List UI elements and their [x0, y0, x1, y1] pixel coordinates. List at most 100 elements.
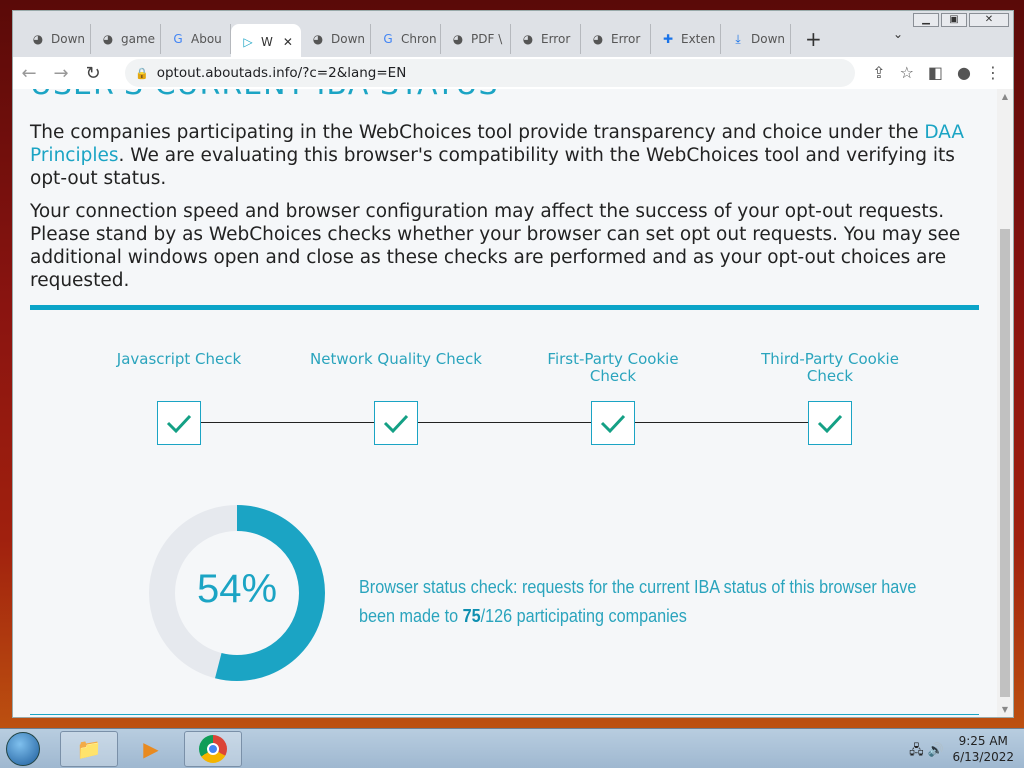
reload-button[interactable]: ↻ — [85, 62, 101, 84]
step-connector — [418, 422, 591, 423]
connection-paragraph: Your connection speed and browser config… — [30, 201, 961, 291]
status-message: Browser status check: requests for the c… — [359, 577, 917, 626]
google-icon: G — [383, 32, 393, 46]
progress-ring — [149, 505, 325, 681]
tab-9[interactable]: ✚ Exten — [651, 24, 721, 54]
globe-icon: ◕ — [522, 32, 534, 46]
scrollbar-thumb[interactable] — [1000, 229, 1010, 697]
clock-time: 9:25 AM — [958, 734, 1008, 748]
clock-date: 6/13/2022 — [952, 750, 1014, 764]
vertical-scrollbar[interactable]: ▲ ▼ — [997, 89, 1013, 717]
play-icon: ▷ — [243, 35, 253, 49]
back-button[interactable]: ← — [21, 62, 37, 84]
close-tab-icon[interactable]: ✕ — [282, 35, 293, 49]
intro-text: The companies participating in the WebCh… — [30, 122, 925, 143]
check-label: Third-Party Cookie Check — [761, 350, 899, 385]
side-panel-icon[interactable]: ◧ — [927, 63, 944, 82]
check-label: Network Quality Check — [310, 350, 482, 368]
new-tab-button[interactable]: + — [805, 27, 822, 51]
checkmark-icon — [817, 414, 843, 434]
bookmark-star-icon[interactable]: ☆ — [899, 63, 914, 82]
step-connector — [635, 422, 808, 423]
tab-3[interactable]: ▷ W ✕ — [231, 24, 301, 60]
tab-7[interactable]: ◕ Error — [511, 24, 581, 54]
address-bar[interactable]: 🔒 optout.aboutads.info/?c=2&lang=EN — [125, 59, 855, 87]
menu-kebab-icon[interactable]: ⋮ — [985, 63, 1001, 82]
scroll-down-arrow-icon[interactable]: ▼ — [1001, 705, 1009, 714]
download-icon: ⤓ — [735, 32, 741, 46]
tab-5[interactable]: G Chron — [371, 24, 441, 54]
chrome-taskbar-button[interactable] — [184, 731, 242, 767]
tab-8[interactable]: ◕ Error — [581, 24, 651, 54]
start-button[interactable] — [6, 732, 40, 766]
check-label: First-Party Cookie Check — [547, 350, 679, 385]
check-status-box — [374, 401, 418, 445]
window-controls: ▁ ▣ ✕ — [913, 13, 1009, 27]
tab-1[interactable]: ◕ game — [91, 24, 161, 54]
system-tray: 🖧 🔊 — [909, 741, 944, 763]
tab-title: PDF \ — [471, 32, 503, 46]
progress-percent: 54% — [196, 567, 278, 611]
tab-title: Down — [331, 32, 366, 46]
toolbar: ← → ↻ 🔒 optout.aboutads.info/?c=2&lang=E… — [13, 57, 1013, 89]
daa-principles-link[interactable]: DAA Principles — [30, 122, 965, 166]
tab-title: Down — [51, 32, 86, 46]
tab-2[interactable]: G Abou — [161, 24, 231, 54]
tab-title: Error — [611, 32, 641, 46]
globe-icon: ◕ — [102, 32, 114, 46]
scroll-up-arrow-icon[interactable]: ▲ — [1001, 92, 1009, 101]
media-player-taskbar-button[interactable]: ▶ — [122, 731, 180, 767]
tab-title: Chron — [401, 32, 437, 46]
chrome-icon — [199, 735, 227, 763]
tab-search-chevron-icon[interactable]: ⌄ — [892, 27, 903, 41]
progress-ring-fill — [149, 505, 325, 681]
tab-title: Abou — [191, 32, 222, 46]
tab-0[interactable]: ◕ Down — [21, 24, 91, 54]
tab-6[interactable]: ◕ PDF \ — [441, 24, 511, 54]
divider-bar — [30, 305, 979, 310]
tab-title: W — [261, 35, 273, 49]
checkmark-icon — [600, 414, 626, 434]
page-heading: USER'S CURRENT IBA STATUS — [30, 89, 499, 102]
minimize-button[interactable]: ▁ — [913, 13, 939, 27]
tab-title: Down — [751, 32, 786, 46]
intro-text-2: . We are evaluating this browser's compa… — [30, 145, 955, 189]
volume-icon[interactable]: 🔊 — [927, 743, 944, 758]
check-status-box — [157, 401, 201, 445]
page-content: USER'S CURRENT IBA STATUS The companies … — [13, 89, 997, 717]
check-status-box — [808, 401, 852, 445]
tab-title: Exten — [681, 32, 716, 46]
completed-count: 75 — [462, 606, 481, 626]
tab-4[interactable]: ◕ Down — [301, 24, 371, 54]
checkmark-icon — [383, 414, 409, 434]
clock[interactable]: 9:25 AM 6/13/2022 — [952, 733, 1014, 765]
globe-icon: ◕ — [452, 32, 464, 46]
tab-title: Error — [541, 32, 571, 46]
check-status-box — [591, 401, 635, 445]
tab-strip: ◕ Down ◕ game G Abou ▷ W ✕ ◕ Down G Chron ◕ PDF \ ◕ Erro… — [21, 21, 822, 60]
media-player-icon: ▶ — [143, 737, 159, 761]
restore-button[interactable]: ▣ — [941, 13, 967, 27]
url-text[interactable]: optout.aboutads.info/?c=2&lang=EN — [156, 65, 407, 81]
bottom-divider — [30, 714, 979, 715]
file-explorer-taskbar-button[interactable]: 📁 — [60, 731, 118, 767]
close-window-button[interactable]: ✕ — [969, 13, 1009, 27]
step-connector — [201, 422, 374, 423]
intro-paragraph: The companies participating in the WebCh… — [30, 121, 990, 190]
profile-avatar-icon[interactable]: ● — [957, 63, 971, 82]
folder-icon: 📁 — [76, 737, 102, 761]
globe-icon: ◕ — [32, 32, 44, 46]
forward-button[interactable]: → — [53, 62, 69, 84]
checkmark-icon — [166, 414, 192, 434]
browser-window: ▁ ▣ ✕ ◕ Down ◕ game G Abou ▷ W ✕ ◕ Down G Chron ◕ PDF \ ◕… — [12, 10, 1014, 718]
globe-icon: ◕ — [312, 32, 324, 46]
share-icon[interactable]: ⇪ — [872, 63, 886, 82]
globe-icon: ◕ — [592, 32, 604, 46]
check-label: Javascript Check — [116, 350, 242, 368]
lock-icon: 🔒 — [135, 66, 149, 80]
taskbar: 📁 ▶ 🖧 🔊 9:25 AM 6/13/2022 — [0, 728, 1024, 768]
network-icon[interactable]: 🖧 — [909, 743, 924, 758]
tab-10[interactable]: ⤓ Down — [721, 24, 791, 54]
google-icon: G — [173, 32, 183, 46]
tab-title: game — [121, 32, 156, 46]
